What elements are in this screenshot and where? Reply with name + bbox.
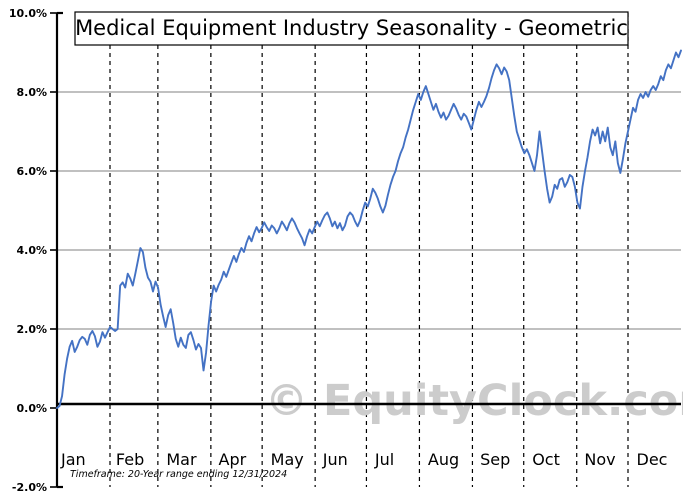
vertical-month-gridlines xyxy=(109,13,629,487)
y-tick-label-2: 6.0% xyxy=(16,165,47,178)
timeframe-footnote: Timeframe: 20-Year range ending 12/31/20… xyxy=(70,469,287,480)
x-tick-label-dec: Dec xyxy=(637,450,668,469)
y-tick-label-4: 2.0% xyxy=(16,323,47,336)
x-tick-label-aug: Aug xyxy=(428,450,459,469)
y-tick-label-3: 4.0% xyxy=(16,244,47,257)
x-tick-label-oct: Oct xyxy=(532,450,560,469)
x-axis-tick-labels: Jan Feb Mar Apr May Jun Jul Aug Sep Oct Nov Dec xyxy=(60,450,667,469)
seasonality-line-series xyxy=(56,49,682,409)
equityclock-watermark: © EquityClock.com xyxy=(265,376,683,426)
x-tick-label-apr: Apr xyxy=(219,450,247,469)
page-title: Medical Equipment Industry Seasonality -… xyxy=(75,16,628,40)
chart-title-box xyxy=(74,11,629,46)
y-tick-label-0: 10.0% xyxy=(9,7,47,20)
x-tick-label-mar: Mar xyxy=(166,450,197,469)
x-tick-label-jul: Jul xyxy=(374,450,394,469)
y-tick-label-1: 8.0% xyxy=(16,86,47,99)
y-axis-ticks xyxy=(50,12,57,488)
y-axis-tick-labels: 10.0% 8.0% 6.0% 4.0% 2.0% 0.0% -2.0% xyxy=(9,7,47,494)
x-tick-label-feb: Feb xyxy=(116,450,144,469)
y-tick-label-6: -2.0% xyxy=(12,481,47,494)
x-tick-label-jun: Jun xyxy=(322,450,348,469)
horizontal-gridlines xyxy=(57,91,681,330)
y-tick-label-5: 0.0% xyxy=(16,402,47,415)
x-tick-label-nov: Nov xyxy=(584,450,615,469)
x-tick-label-sep: Sep xyxy=(480,450,510,469)
x-tick-label-may: May xyxy=(271,450,304,469)
x-tick-label-jan: Jan xyxy=(60,450,86,469)
